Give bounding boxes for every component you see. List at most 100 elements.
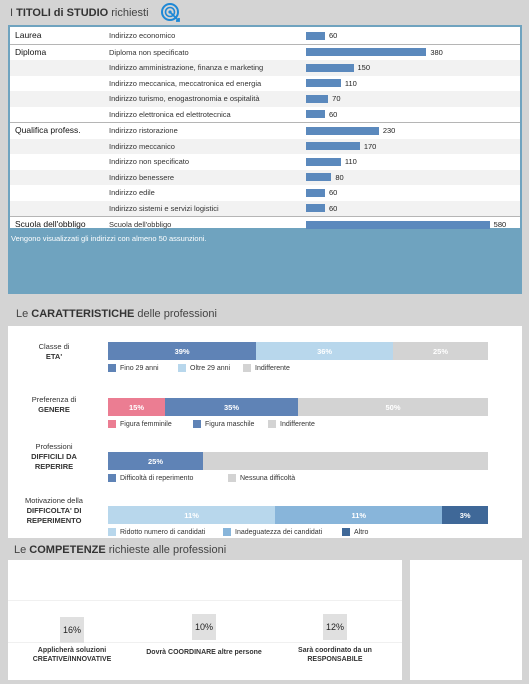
table-row [10,107,520,123]
label-line: CREATIVE/INNOVATIVE [32,656,112,663]
row-label: Indirizzo elettronica ed elettrotecnica [109,109,231,119]
row-label: Indirizzo edile [109,188,155,197]
legend-label: Indifferente [280,420,315,428]
bar-segment: 35% [165,398,298,416]
target-icon[interactable] [160,2,182,24]
legend-item: Oltre 29 anni [178,364,230,372]
row-label: Indirizzo benessere [109,172,175,182]
label-line: Preferenza di [31,395,77,404]
legend-label: Difficoltà di reperimento [120,474,194,482]
label-line: REPERIMENTO [26,516,82,525]
competenza-label: Dovrà COORDINARE altre persone [139,648,269,657]
table-row [10,60,520,76]
bar [306,48,427,56]
titoli-table: Laurea Indirizzo economico 60 Diploma Diplom… [10,27,520,229]
bar [306,126,379,135]
legend-label: Ridotto numero di candidati [120,528,206,536]
stacked-bar: 11% 11% 3% [108,506,488,524]
table-row [10,91,520,107]
legend-swatch [228,474,236,482]
label-line: Sarà coordinato da un [298,647,372,654]
bar [306,63,354,72]
legend-item: Inadeguatezza dei candidati [223,528,322,536]
bar [306,173,332,181]
bar-segment: 15% [108,398,165,416]
bar-value-label: 170 [363,141,377,151]
bar-segment: 3% [442,506,488,524]
bar-value-label: 70 [332,94,341,103]
label-line: RESPONSABILE [307,656,363,663]
row-label: Indirizzo amministrazione, finanza e mar… [109,63,264,72]
group-divider [10,216,520,217]
row-category-label: Motivazione della DIFFICOLTA' DI REPERIMEN… [8,496,100,526]
bar [306,79,341,87]
row-label: Indirizzo meccanica, meccatronica ed ene… [109,78,262,88]
row-label: Indirizzo meccanico [109,141,175,151]
bar [306,220,490,229]
group-label: Scuola dell'obbligo [15,219,86,229]
legend-item: Nessuna difficoltà [228,474,295,482]
legend-label: Figura femminile [120,420,172,428]
bar-value-label: 60 [329,188,338,197]
row-label: Indirizzo turismo, enogastronomia e ospi… [109,94,260,103]
bar-value-label: 60 [329,31,338,40]
bar [306,31,325,40]
competenza-label: Sarà coordinato da un RESPONSABILE [270,646,400,664]
bar-segment: 50% [298,398,488,416]
label-line: Dovrà COORDINARE altre persone [146,649,262,656]
competenza-value: 10% [192,614,216,640]
bar-value-label: 150 [357,63,371,72]
table-row [10,76,520,92]
competenze-side-panel [410,560,522,680]
bar-segment: 11% [108,506,276,524]
group-divider [10,122,520,123]
label-line: DIFFICOLTA' DI [26,506,82,515]
stacked-bar: 15% 35% 50% [108,398,488,416]
bar-value-label: 80 [335,172,344,182]
row-category-label: Preferenza di GENERE [8,395,100,415]
table-row [10,138,520,154]
competenze-title: Le COMPETENZE richieste alle professioni [14,544,227,556]
legend-swatch [223,528,231,536]
label-line: Applicherà soluzioni [37,647,107,654]
legend-swatch [108,528,116,536]
group-label: Diploma [15,46,47,57]
row-label: Indirizzo ristorazione [109,126,178,135]
bar-segment: 39% [108,342,257,360]
row-label: Scuola dell'obbligo [109,220,172,229]
bar-segment: 25% [393,342,488,360]
legend-swatch [342,528,350,536]
bar-value-label: 230 [382,126,396,135]
competenza-value: 12% [323,614,347,640]
competenza-value: 16% [60,617,84,643]
group-label: Laurea [15,30,42,40]
stacked-bar: 39% 36% 25% [108,342,488,360]
table-row [10,200,520,216]
legend-item: Indifferente [243,364,290,372]
legend-label: Nessuna difficoltà [240,474,296,482]
bar-value-label: 110 [344,78,357,88]
label-line: GENERE [38,405,70,414]
bar [306,110,325,118]
bar [306,204,325,212]
label-line: REPERIRE [34,462,74,471]
legend-label: Figura maschile [205,420,255,428]
titoli-note: Vengono visualizzati gli indirizzi con a… [11,234,207,243]
row-label: Indirizzo economico [109,31,176,40]
bar-segment: 36% [256,342,393,360]
legend-swatch [108,420,116,428]
table-row [10,123,520,139]
legend-label: Inadeguatezza dei candidati [235,528,323,536]
caratteristiche-title: Le CARATTERISTICHE delle professioni [16,308,217,320]
legend-swatch [243,364,251,372]
row-category-label: Professioni DIFFICILI DA REPERIRE [8,442,100,472]
legend-swatch [108,364,116,372]
bar-value-label: 580 [493,220,507,229]
table-row [10,45,520,61]
legend-item: Figura maschile [193,420,254,428]
competenze-panel: 16% Applicherà soluzioni CREATIVE/INNOVATI… [8,560,402,680]
row-label: Diploma non specificato [109,47,189,57]
stacked-bar: 25% [108,452,488,470]
grid-line [8,600,402,601]
legend-swatch [193,420,201,428]
